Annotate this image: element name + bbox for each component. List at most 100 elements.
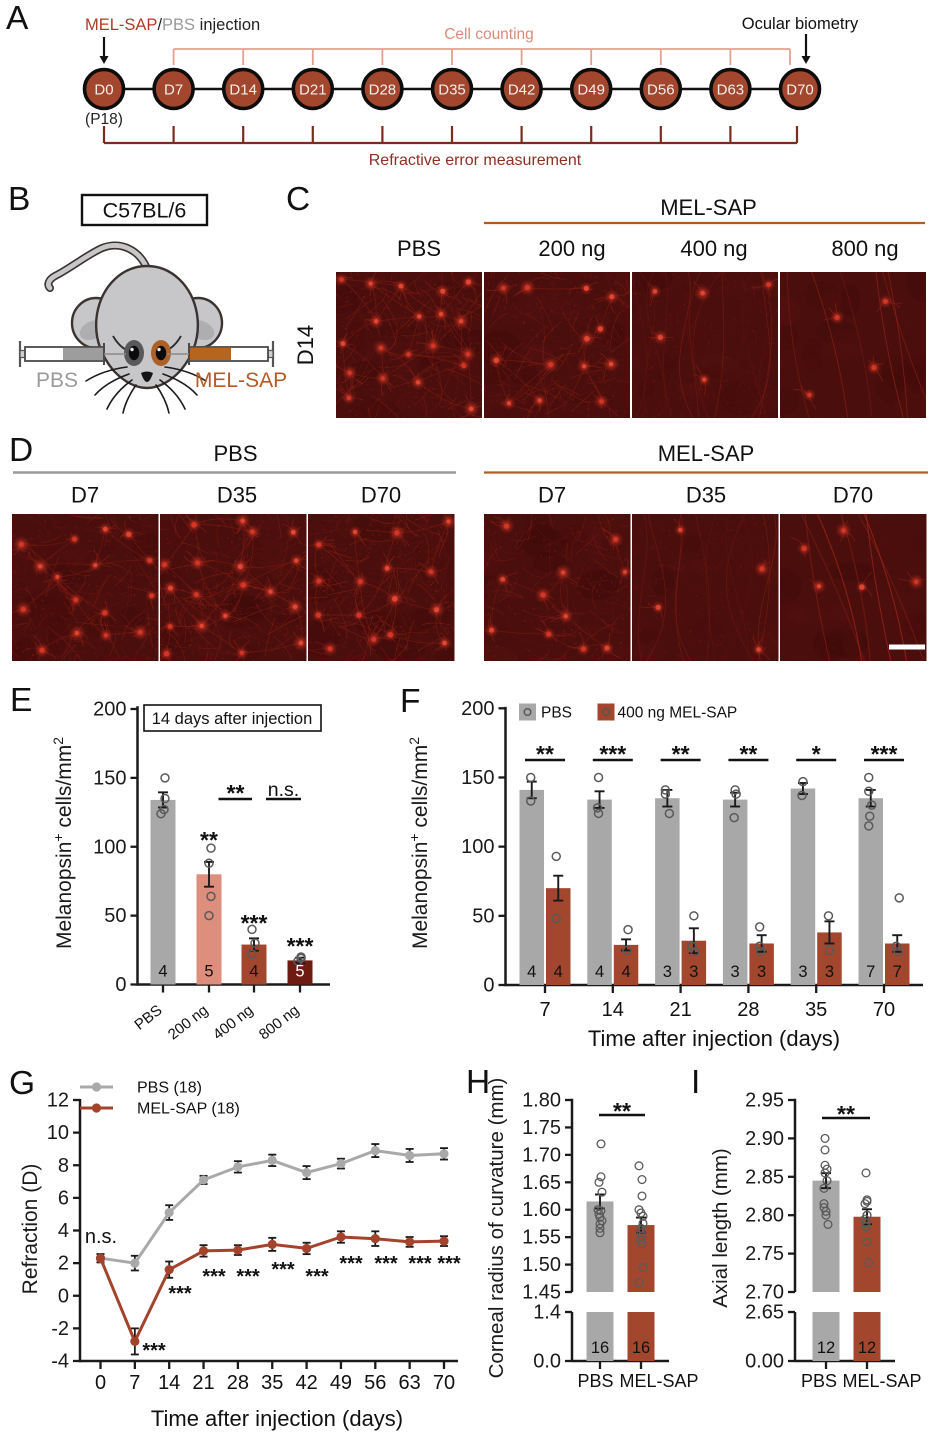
svg-text:MEL-SAP: MEL-SAP — [619, 1371, 698, 1391]
svg-text:400 ng: 400 ng — [210, 1002, 257, 1044]
svg-text:7: 7 — [866, 963, 875, 981]
svg-text:1.60: 1.60 — [522, 1199, 561, 1221]
svg-text:-2: -2 — [51, 1318, 69, 1340]
svg-text:1.55: 1.55 — [522, 1227, 561, 1249]
svg-text:35: 35 — [805, 999, 827, 1021]
svg-text:C: C — [286, 181, 310, 218]
svg-text:PBS: PBS — [131, 1002, 165, 1034]
svg-text:Axial length (mm): Axial length (mm) — [709, 1148, 732, 1308]
svg-text:6: 6 — [58, 1187, 69, 1209]
svg-text:***: *** — [871, 741, 898, 767]
svg-text:1.75: 1.75 — [522, 1117, 561, 1139]
svg-text:1.80: 1.80 — [522, 1090, 561, 1112]
svg-text:1.50: 1.50 — [522, 1254, 561, 1276]
svg-text:G: G — [9, 1065, 35, 1102]
svg-text:D7: D7 — [164, 81, 183, 98]
svg-text:4: 4 — [158, 963, 167, 981]
svg-text:2.75: 2.75 — [745, 1243, 784, 1265]
svg-text:100: 100 — [93, 836, 126, 858]
svg-text:*: * — [812, 741, 821, 767]
svg-text:4: 4 — [595, 963, 604, 981]
svg-text:H: H — [466, 1064, 490, 1101]
svg-text:D35: D35 — [217, 483, 257, 508]
svg-text:4: 4 — [58, 1220, 69, 1242]
svg-text:***: *** — [305, 1266, 329, 1288]
svg-text:D63: D63 — [717, 81, 745, 98]
svg-text:5: 5 — [204, 963, 213, 981]
svg-text:MEL-SAP: MEL-SAP — [658, 441, 755, 466]
svg-text:PBS: PBS — [801, 1371, 837, 1391]
svg-text:1.45: 1.45 — [522, 1282, 561, 1304]
svg-text:8: 8 — [58, 1155, 69, 1177]
svg-text:3: 3 — [825, 963, 834, 981]
svg-text:800 ng: 800 ng — [256, 1002, 303, 1044]
svg-text:200: 200 — [93, 699, 126, 721]
svg-text:42: 42 — [295, 1372, 317, 1394]
svg-text:F: F — [400, 683, 420, 720]
svg-text:3: 3 — [731, 963, 740, 981]
svg-text:28: 28 — [227, 1372, 249, 1394]
svg-text:***: *** — [437, 1253, 461, 1275]
svg-text:-4: -4 — [51, 1351, 69, 1373]
svg-text:14 days after injection: 14 days after injection — [152, 710, 313, 728]
svg-text:D7: D7 — [538, 483, 566, 508]
svg-text:1.65: 1.65 — [522, 1172, 561, 1194]
svg-text:800 ng: 800 ng — [831, 236, 898, 261]
svg-text:1.70: 1.70 — [522, 1144, 561, 1166]
svg-text:1.4: 1.4 — [533, 1302, 561, 1324]
svg-text:***: *** — [142, 1340, 166, 1362]
svg-text:2.85: 2.85 — [745, 1166, 784, 1188]
svg-text:150: 150 — [93, 767, 126, 789]
svg-text:4: 4 — [554, 963, 563, 981]
svg-text:PBS: PBS — [213, 441, 257, 466]
svg-text:3: 3 — [798, 963, 807, 981]
svg-text:Time after injection (days): Time after injection (days) — [151, 1406, 403, 1431]
svg-text:3: 3 — [663, 963, 672, 981]
svg-text:D0: D0 — [94, 81, 113, 98]
svg-text:***: *** — [168, 1283, 192, 1305]
svg-text:56: 56 — [364, 1372, 386, 1394]
svg-text:Cell counting: Cell counting — [444, 26, 534, 43]
svg-text:PBS: PBS — [397, 236, 441, 261]
svg-text:MEL-SAP (18): MEL-SAP (18) — [137, 1101, 240, 1118]
svg-text:***: *** — [236, 1266, 260, 1288]
svg-text:50: 50 — [472, 905, 494, 927]
svg-text:D14: D14 — [229, 81, 257, 98]
svg-text:2.65: 2.65 — [745, 1302, 784, 1324]
svg-text:***: *** — [599, 741, 626, 767]
svg-text:200 ng: 200 ng — [165, 1002, 212, 1044]
svg-text:D14: D14 — [293, 325, 318, 365]
svg-text:Melanopsin+ cells/mm2: Melanopsin+ cells/mm2 — [406, 737, 432, 949]
svg-text:Ocular biometry: Ocular biometry — [742, 15, 859, 33]
svg-text:0: 0 — [58, 1285, 69, 1307]
svg-text:Corneal radius of curvature (m: Corneal radius of curvature (mm) — [485, 1078, 508, 1379]
svg-text:Refraction (D): Refraction (D) — [19, 1164, 42, 1295]
svg-text:D21: D21 — [299, 81, 327, 98]
svg-text:***: *** — [202, 1266, 226, 1288]
svg-text:D28: D28 — [369, 81, 397, 98]
svg-text:7: 7 — [893, 963, 902, 981]
svg-text:n.s.: n.s. — [85, 1226, 117, 1248]
svg-text:B: B — [8, 181, 30, 218]
svg-text:10: 10 — [47, 1122, 69, 1144]
svg-text:E: E — [10, 682, 32, 719]
svg-text:7: 7 — [539, 999, 550, 1021]
svg-text:Refractive error measurement: Refractive error measurement — [369, 152, 582, 169]
svg-text:MEL-SAP: MEL-SAP — [195, 369, 287, 392]
svg-text:0: 0 — [115, 974, 126, 996]
svg-text:**: ** — [613, 1098, 631, 1124]
svg-text:D56: D56 — [647, 81, 675, 98]
svg-text:D35: D35 — [686, 483, 726, 508]
svg-text:2: 2 — [58, 1253, 69, 1275]
svg-text:MEL-SAP: MEL-SAP — [842, 1371, 921, 1391]
svg-text:**: ** — [739, 741, 757, 767]
svg-text:400 ng: 400 ng — [680, 236, 747, 261]
svg-text:35: 35 — [261, 1372, 283, 1394]
svg-text:C57BL/6: C57BL/6 — [103, 199, 187, 223]
svg-text:4: 4 — [527, 963, 536, 981]
svg-text:12: 12 — [817, 1339, 835, 1357]
svg-text:**: ** — [672, 741, 690, 767]
svg-text:12: 12 — [858, 1339, 876, 1357]
svg-text:16: 16 — [591, 1339, 609, 1357]
svg-text:16: 16 — [632, 1339, 650, 1357]
